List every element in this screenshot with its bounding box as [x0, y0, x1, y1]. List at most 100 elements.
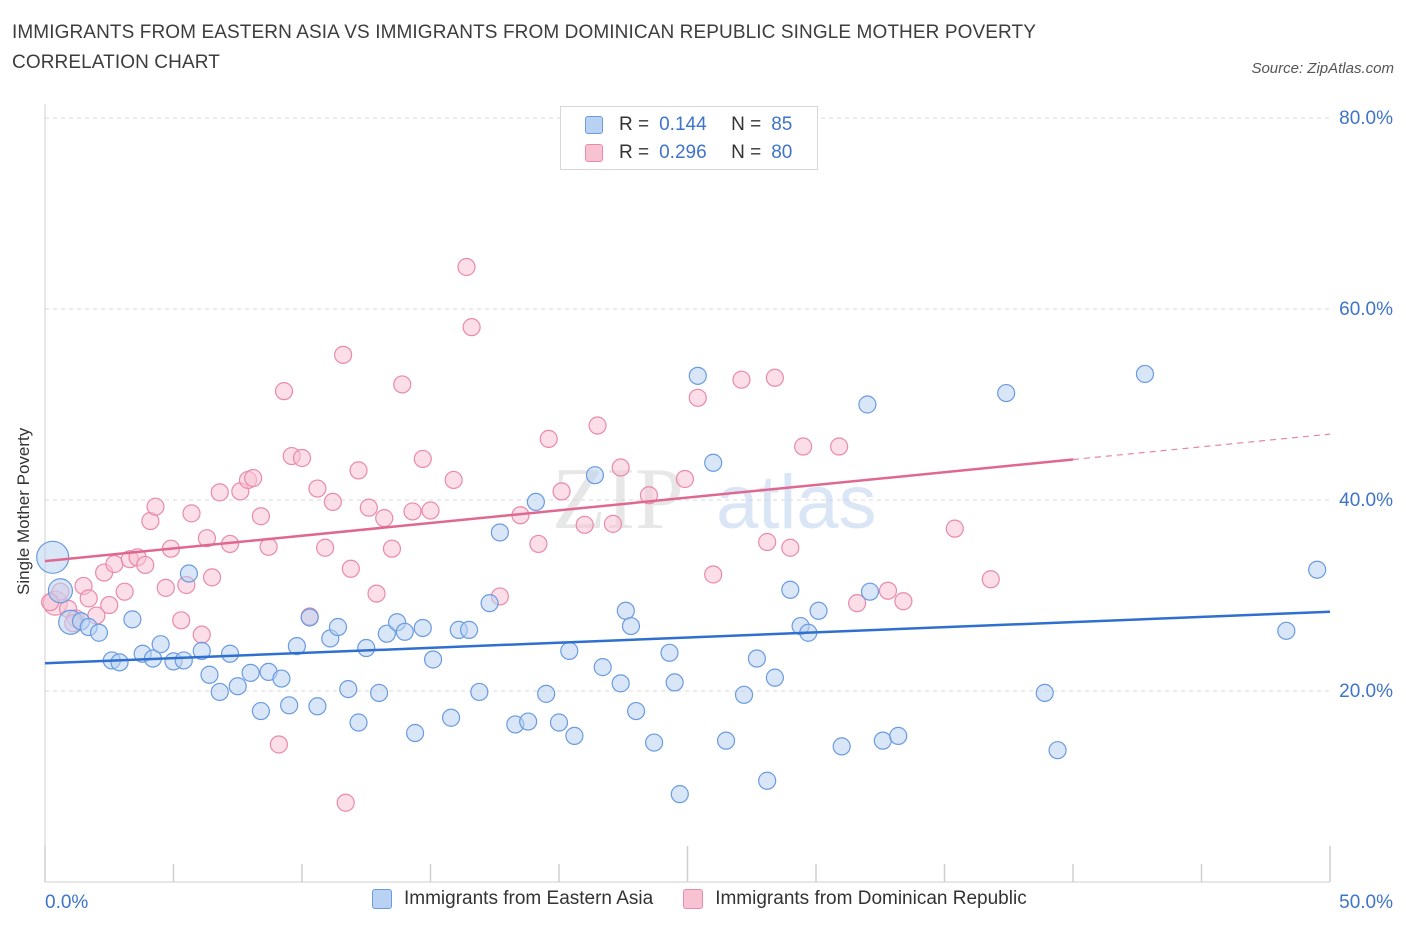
data-point-dominican-republic: [292, 448, 312, 468]
data-point-dominican-republic: [382, 539, 402, 558]
data-point-eastern-asia: [328, 617, 348, 637]
data-point-eastern-asia: [832, 737, 851, 756]
data-point-eastern-asia: [174, 651, 193, 670]
data-point-eastern-asia: [873, 731, 892, 750]
data-point-eastern-asia: [251, 701, 270, 721]
data-point-dominican-republic: [413, 449, 432, 469]
data-point-dominican-republic: [878, 581, 898, 600]
legend-n-label: N =: [731, 114, 762, 135]
watermark-atlas: atlas: [716, 460, 877, 545]
legend-swatch-pink: [585, 144, 603, 162]
legend-label-dominican-republic: Immigrants from Dominican Republic: [715, 888, 1027, 909]
data-point-eastern-asia: [670, 785, 689, 804]
data-point-eastern-asia: [210, 682, 229, 702]
gridlines: [45, 117, 1330, 692]
data-point-eastern-asia: [765, 668, 784, 687]
data-point-dominican-republic: [323, 492, 342, 512]
data-point-dominican-republic: [603, 514, 623, 533]
data-point-eastern-asia: [858, 395, 877, 414]
y-tick-label: 20.0%: [1339, 681, 1393, 702]
data-point-eastern-asia: [626, 701, 646, 721]
data-point-eastern-asia: [151, 635, 170, 654]
data-point-eastern-asia: [560, 641, 579, 660]
trend-lines: [44, 433, 1331, 665]
data-point-eastern-asia: [593, 658, 612, 677]
data-point-eastern-asia: [490, 523, 509, 542]
legend-swatch-blue: [585, 116, 603, 134]
data-point-dominican-republic: [894, 592, 913, 611]
legend-item-eastern-asia[interactable]: Immigrants from Eastern Asia: [372, 888, 653, 910]
legend-r-value: 0.144: [659, 114, 707, 135]
y-tick-label: 80.0%: [1339, 108, 1393, 129]
data-point-dominican-republic: [244, 468, 263, 488]
data-point-dominican-republic: [688, 388, 707, 407]
data-point-eastern-asia: [110, 653, 129, 672]
series-legend: Immigrants from Eastern Asia Immigrants …: [372, 888, 1057, 910]
data-point-eastern-asia: [200, 665, 219, 684]
legend-row-eastern-asia: R = 0.144 N = 85: [585, 112, 792, 138]
data-point-dominican-republic: [359, 498, 378, 517]
data-point-dominican-republic: [100, 595, 119, 615]
data-point-dominican-republic: [182, 504, 201, 523]
data-point-eastern-asia: [339, 679, 358, 699]
data-point-eastern-asia: [611, 674, 630, 693]
data-point-eastern-asia: [644, 733, 664, 752]
tick-labels: 20.0% 40.0% 60.0% 80.0% 0.0% 50.0%: [45, 108, 1393, 913]
data-point-eastern-asia: [228, 677, 247, 696]
x-tick-label: 50.0%: [1339, 892, 1393, 913]
trend-line-dominican-republic-extension: [1072, 433, 1331, 461]
data-point-eastern-asia: [413, 618, 432, 638]
data-point-eastern-asia: [349, 713, 368, 732]
data-point-dominican-republic: [210, 483, 229, 502]
data-point-eastern-asia: [1035, 683, 1054, 703]
legend-swatch-pink: [683, 889, 704, 909]
data-point-eastern-asia: [660, 643, 679, 662]
data-point-eastern-asia: [704, 453, 723, 472]
data-point-dominican-republic: [758, 532, 777, 552]
data-point-eastern-asia: [688, 366, 707, 385]
legend-item-dominican-republic[interactable]: Immigrants from Dominican Republic: [683, 888, 1027, 910]
data-point-eastern-asia: [860, 582, 880, 601]
chart-title: IMMIGRANTS FROM EASTERN ASIA VS IMMIGRAN…: [12, 22, 1036, 73]
data-point-eastern-asia: [470, 682, 489, 702]
legend-swatch-blue: [372, 889, 392, 909]
data-point-dominican-republic: [732, 370, 751, 389]
source-label: Source: ZipAtlas.com: [1251, 60, 1394, 77]
data-point-dominican-republic: [529, 534, 548, 554]
data-point-eastern-asia: [549, 713, 569, 732]
data-point-dominican-republic: [848, 594, 867, 613]
trend-line-eastern-asia: [44, 610, 1331, 665]
data-point-eastern-asia: [272, 669, 291, 688]
data-point-eastern-asia: [997, 383, 1016, 403]
data-point-eastern-asia: [734, 685, 754, 704]
data-point-dominican-republic: [172, 611, 191, 630]
data-point-dominican-republic: [334, 345, 353, 364]
y-tick-label: 40.0%: [1339, 490, 1393, 511]
data-point-eastern-asia: [889, 726, 908, 745]
axes: [44, 104, 1331, 883]
data-point-eastern-asia: [747, 649, 766, 668]
legend-row-dominican-republic: R = 0.296 N = 80: [585, 140, 792, 166]
data-point-dominican-republic: [704, 565, 723, 584]
data-point-eastern-asia: [308, 697, 327, 716]
data-point-dominican-republic: [781, 538, 800, 557]
legend-n-value: 80: [771, 142, 793, 163]
data-point-dominican-republic: [403, 502, 422, 521]
data-point-eastern-asia: [537, 684, 556, 703]
data-point-dominican-republic: [675, 469, 695, 489]
data-point-eastern-asia: [370, 683, 389, 703]
data-point-eastern-asia: [459, 620, 479, 639]
data-point-dominican-republic: [197, 529, 217, 548]
data-point-eastern-asia: [665, 673, 684, 692]
data-point-dominican-republic: [794, 437, 813, 456]
legend-label-eastern-asia: Immigrants from Eastern Asia: [404, 888, 654, 909]
data-point-eastern-asia: [280, 696, 299, 715]
correlation-legend: R = 0.144 N = 85 R = 0.296 N = 80: [560, 106, 818, 170]
data-point-dominican-republic: [192, 625, 211, 644]
data-point-eastern-asia: [1048, 741, 1067, 760]
data-point-eastern-asia: [585, 466, 605, 485]
data-point-eastern-asia: [357, 638, 376, 658]
series-eastern-asia: [36, 364, 1327, 804]
y-axis-label: Single Mother Poverty: [14, 427, 33, 595]
